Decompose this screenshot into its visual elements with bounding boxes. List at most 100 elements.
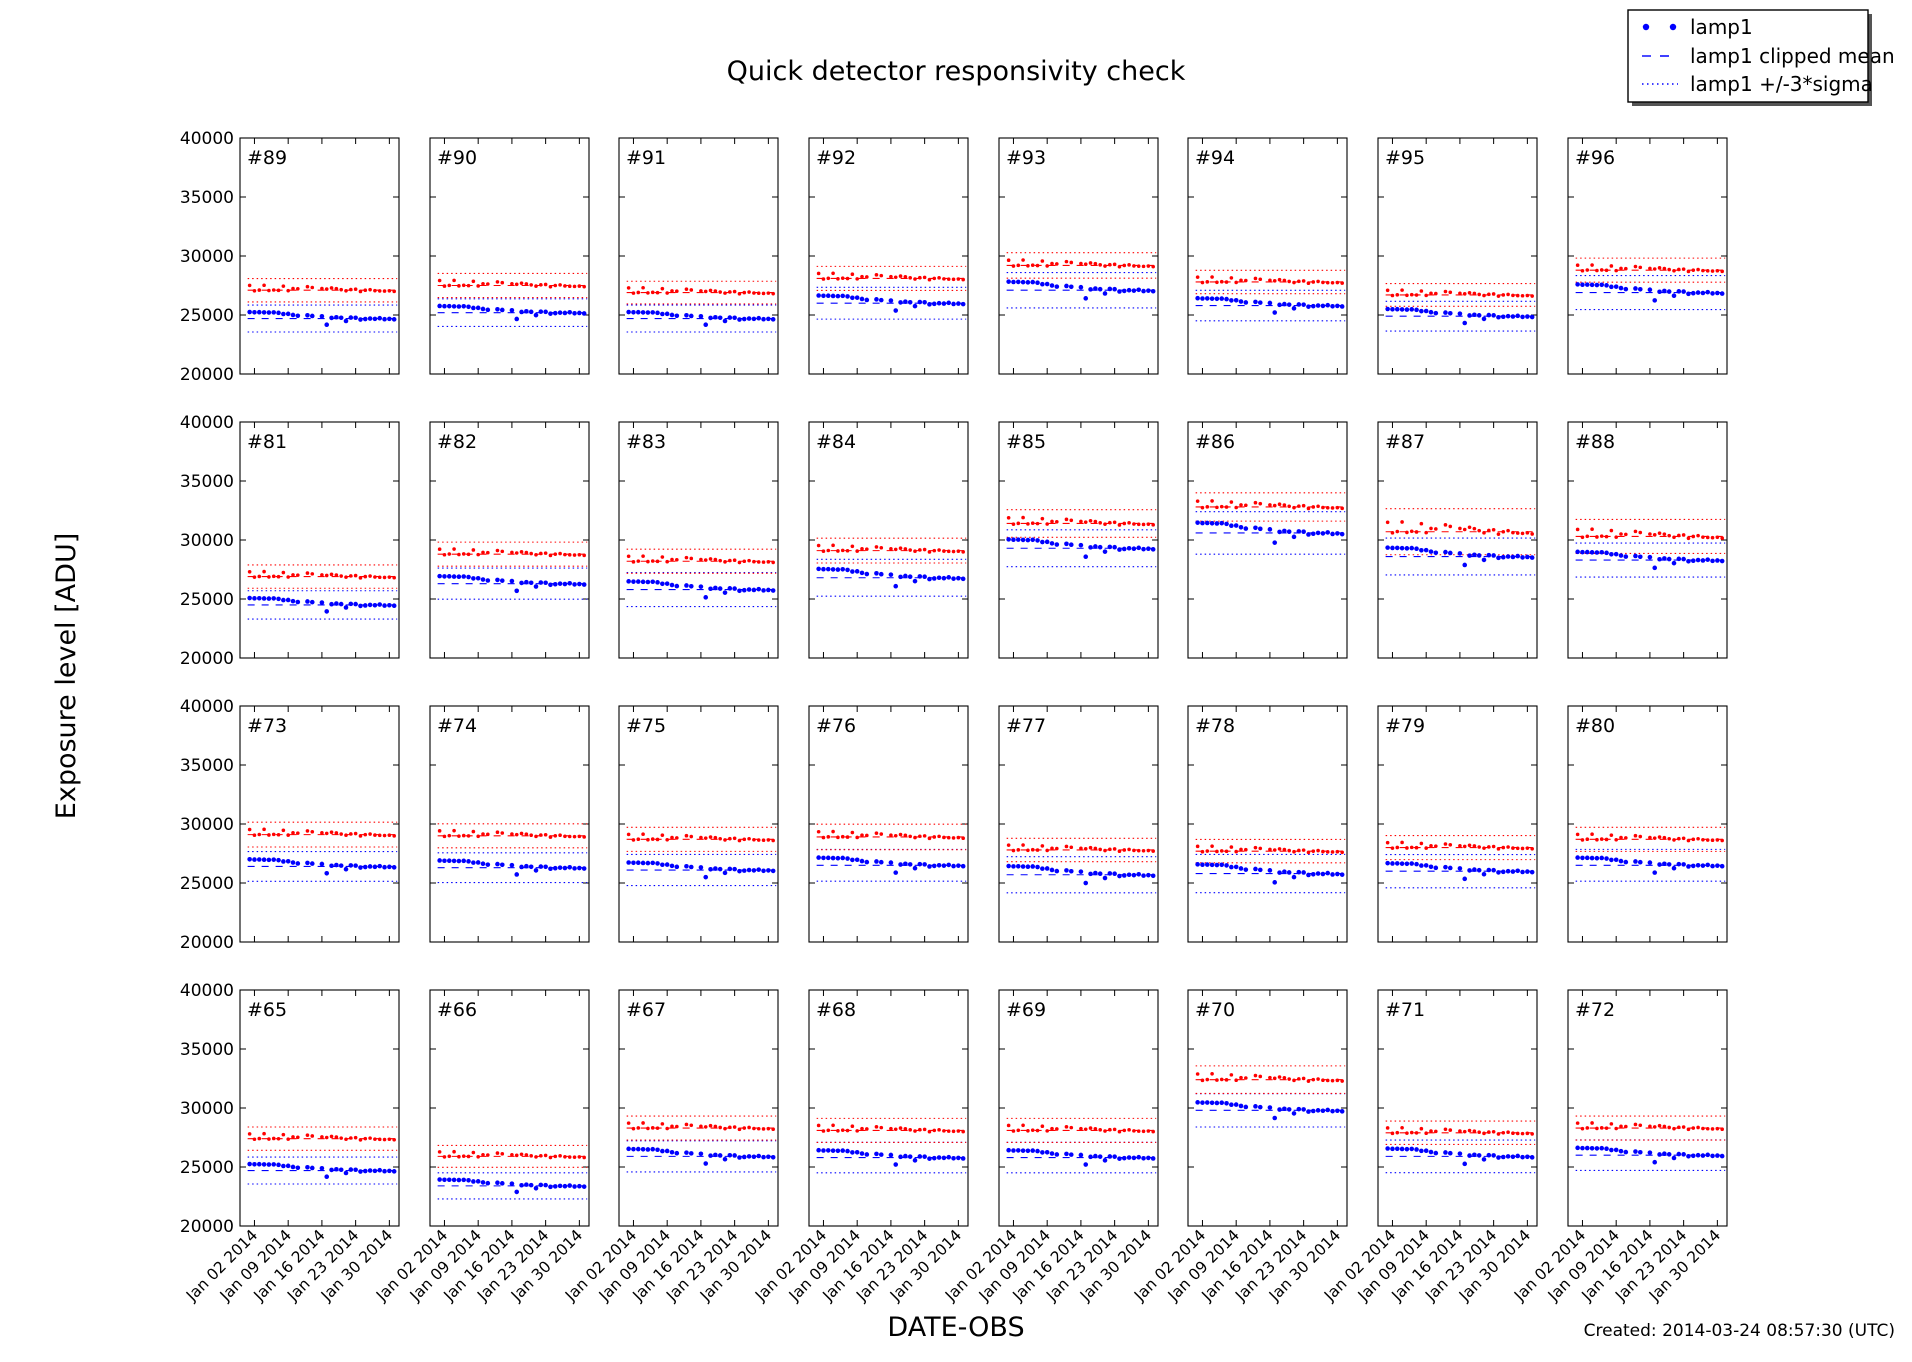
data-point-lamp1 (1136, 287, 1142, 293)
data-point-lamp2 (1277, 1075, 1282, 1079)
data-point-lamp2 (567, 553, 572, 557)
data-point-lamp2 (519, 550, 524, 554)
subplot-frame (1377, 137, 1538, 375)
data-point-lamp2 (466, 283, 471, 288)
data-point-lamp1 (874, 859, 879, 864)
data-point-lamp1 (1525, 869, 1530, 874)
data-point-lamp1 (756, 586, 762, 592)
data-point-lamp1 (1529, 1155, 1535, 1160)
data-point-lamp1 (907, 574, 913, 579)
data-point-lamp1 (480, 1180, 486, 1185)
data-point-lamp1 (1025, 1148, 1031, 1154)
data-point-lamp2 (324, 831, 329, 836)
data-point-lamp2 (1720, 269, 1724, 274)
data-point-lamp1 (338, 315, 344, 321)
data-point-lamp2 (660, 833, 665, 837)
data-point-lamp2 (840, 276, 845, 280)
data-point-lamp1 (1589, 282, 1595, 288)
data-point-lamp1 (660, 862, 665, 868)
data-point-lamp1 (746, 316, 752, 321)
data-point-lamp2 (1585, 268, 1590, 272)
data-point-lamp1 (936, 300, 942, 306)
data-point-lamp1 (1107, 871, 1113, 876)
data-point-lamp2 (286, 833, 290, 837)
data-point-lamp1 (1296, 869, 1302, 875)
data-point-lamp2 (437, 547, 442, 552)
data-point-lamp1 (456, 574, 462, 580)
data-point-lamp2 (1662, 266, 1667, 271)
panel-label: #69 (1006, 999, 1046, 1021)
data-point-lamp2 (742, 1126, 747, 1130)
data-point-lamp1 (382, 864, 387, 870)
data-point-lamp2 (761, 1127, 766, 1131)
data-point-lamp1 (1339, 1109, 1345, 1114)
data-point-lamp2 (1108, 262, 1112, 267)
data-point-lamp1 (1335, 871, 1340, 877)
data-point-lamp2 (1448, 524, 1453, 529)
data-point-lamp2 (267, 833, 271, 837)
data-point-lamp1 (1686, 558, 1691, 564)
data-point-lamp2 (1672, 1126, 1676, 1131)
data-point-lamp1 (367, 1168, 373, 1173)
data-point-lamp1 (382, 316, 387, 322)
data-point-lamp1 (1618, 553, 1624, 558)
data-point-lamp2 (1580, 268, 1585, 273)
subplot-panel: #80 (1567, 705, 1728, 943)
data-point-lamp2 (529, 833, 533, 838)
data-point-lamp1 (567, 580, 573, 586)
data-point-lamp1 (825, 855, 831, 861)
data-point-lamp2 (368, 832, 372, 836)
data-point-lamp2 (1127, 263, 1131, 267)
data-point-lamp1 (1025, 280, 1031, 285)
data-point-lamp2 (626, 832, 631, 837)
data-point-lamp1 (732, 586, 737, 591)
data-point-lamp1 (1505, 868, 1511, 874)
data-point-lamp1 (1243, 1104, 1249, 1110)
data-point-lamp2 (860, 1126, 864, 1131)
data-point-lamp1 (635, 579, 641, 584)
data-point-lamp2 (387, 288, 392, 293)
subplot-frame (808, 705, 969, 943)
data-point-lamp2 (850, 272, 855, 277)
data-point-lamp2 (1395, 293, 1400, 297)
data-point-lamp1 (456, 304, 462, 309)
data-point-lamp2 (363, 832, 368, 837)
data-point-lamp1 (741, 868, 747, 873)
data-point-lamp2 (291, 1135, 295, 1139)
data-point-lamp1 (1695, 557, 1701, 563)
data-point-lamp2 (1419, 289, 1424, 293)
data-point-lamp1 (946, 1154, 952, 1160)
data-point-lamp2 (1088, 519, 1093, 523)
data-point-lamp2 (1035, 848, 1040, 852)
data-point-lamp2 (1705, 838, 1710, 842)
data-point-lamp1 (927, 576, 932, 582)
data-point-lamp2 (1515, 531, 1520, 535)
data-point-lamp1 (552, 865, 558, 871)
data-point-lamp1 (1409, 545, 1415, 551)
data-point-lamp2 (1609, 833, 1614, 837)
data-point-lamp1 (1195, 520, 1200, 525)
data-point-lamp1 (1320, 1108, 1326, 1114)
data-point-lamp2 (913, 277, 917, 281)
data-point-lamp1 (1710, 558, 1715, 564)
data-point-lamp2 (650, 1126, 655, 1130)
data-point-lamp2 (1200, 505, 1205, 510)
data-point-lamp1 (1609, 284, 1614, 290)
data-point-lamp1 (1580, 855, 1585, 861)
data-point-lamp1 (1481, 557, 1487, 563)
data-point-lamp2 (1069, 518, 1074, 523)
data-point-lamp1 (746, 587, 752, 592)
data-point-lamp1 (893, 583, 899, 589)
data-point-lamp2 (1083, 520, 1088, 524)
data-point-lamp2 (845, 835, 850, 839)
data-point-lamp2 (708, 1123, 713, 1128)
data-point-lamp1 (309, 599, 315, 605)
data-point-lamp1 (1238, 1103, 1244, 1109)
data-point-lamp1 (475, 305, 481, 311)
data-point-lamp1 (451, 1177, 457, 1183)
data-point-lamp2 (437, 278, 442, 283)
panel-label: #74 (437, 715, 477, 737)
data-point-lamp1 (1282, 869, 1287, 875)
data-point-lamp1 (1044, 281, 1050, 287)
data-point-lamp2 (1224, 280, 1229, 284)
